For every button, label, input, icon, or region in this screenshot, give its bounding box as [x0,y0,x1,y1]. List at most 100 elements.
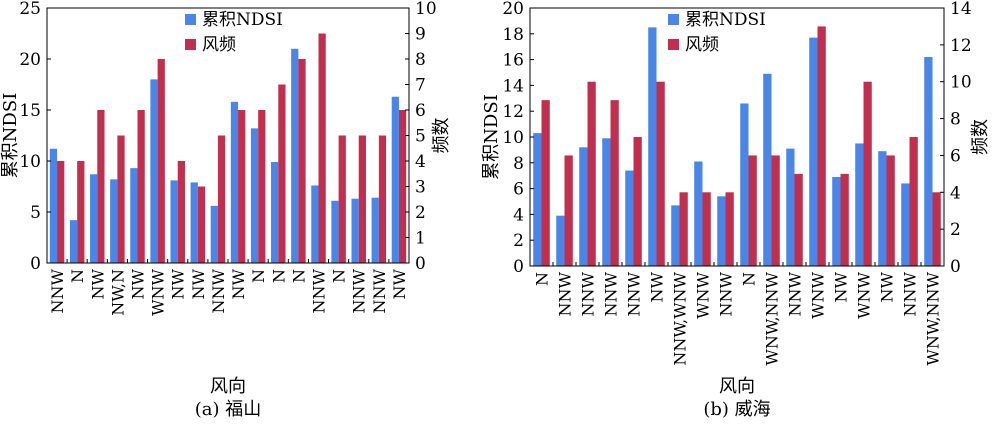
x-tick-label: NW [878,271,897,302]
legend-label: 累积NDSI [202,10,283,30]
bar-frequency [610,100,619,266]
bar-ndsi [271,162,279,263]
x-tick-label: WNW,NNW [763,271,782,365]
bar-frequency [587,81,596,267]
bar-frequency [57,161,65,263]
x-tick-label: NNW [370,268,389,313]
x-tick-label: NNW [625,271,644,316]
bar-ndsi [250,128,259,263]
x-tick-label: NW [169,268,188,299]
bar-frequency [177,161,185,263]
x-axis-title: 风向 [719,376,755,397]
x-tick-label: NW [648,271,667,302]
bar-ndsi [763,73,772,266]
x-tick-label: N [740,272,759,286]
bar-frequency [217,135,226,263]
y2-tick-label: 9 [415,25,426,45]
bar-frequency [77,161,85,263]
bar-ndsi [878,151,887,266]
x-tick-label: WNW [149,268,168,315]
bar-frequency [932,192,941,266]
bar-frequency [771,155,780,266]
x-tick-label: WNW,NNW [924,271,943,365]
x-tick-label: N [68,269,87,283]
x-tick-label: NNW [579,271,598,316]
x-tick-label: N [289,269,308,283]
y2-tick-label: 2 [950,220,961,240]
y-tick-label: 0 [30,254,41,274]
x-tick-label: N [533,272,552,286]
x-tick-label: NNW [48,268,67,313]
x-tick-label: NW [390,268,409,299]
bar-frequency [298,59,306,263]
y-tick-label: 14 [502,76,524,96]
y2-tick-label: 8 [415,50,426,70]
bar-frequency [358,135,366,263]
bar-ndsi [694,161,703,266]
y-tick-label: 0 [513,257,524,277]
y-tick-label: 18 [502,25,524,45]
bar-ndsi [556,215,565,266]
y-tick-label: 25 [19,0,41,19]
bar-ndsi [69,220,78,263]
y-tick-label: 2 [513,231,524,251]
y2-tick-label: 14 [950,0,972,19]
x-tick-label: WNW [809,271,828,318]
y2-tick-label: 7 [415,76,426,96]
bar-frequency [748,155,757,266]
bar-frequency [238,110,246,263]
x-tick-label: NNW [602,271,621,316]
y2-tick-label: 0 [950,257,961,277]
y2-tick-label: 8 [950,110,961,130]
y2-tick-label: 4 [415,152,426,172]
bar-frequency [909,137,918,266]
bar-frequency [633,137,642,266]
bar-frequency [817,26,826,267]
legend-label: 风频 [202,35,236,55]
bar-ndsi [170,180,178,263]
bar-ndsi [602,138,611,266]
y-tick-label: 10 [19,152,41,172]
x-tick-label: N [249,269,268,283]
legend-label: 累积NDSI [685,10,766,30]
y2-tick-label: 1 [415,229,426,249]
y-axis-title: 累积NDSI [0,93,21,179]
bar-frequency [840,173,849,266]
bar-frequency [725,192,734,266]
x-tick-label: NNW [717,271,736,316]
bar-frequency [679,192,688,266]
bar-ndsi [331,200,339,263]
bar-ndsi [671,205,680,266]
bar-ndsi [311,185,319,263]
bar-frequency [258,110,266,263]
y2-tick-label: 0 [415,254,426,274]
y-tick-label: 10 [502,128,524,148]
bar-ndsi [90,174,98,263]
x-tick-label: NW [129,268,148,299]
y2-tick-label: 3 [415,178,426,198]
y2-tick-label: 6 [415,101,426,121]
x-tick-label: WNW [855,271,874,318]
bar-frequency [117,135,125,263]
x-tick-label: NW [189,268,208,299]
bar-ndsi [901,183,910,266]
y-tick-label: 6 [513,180,524,200]
bar-ndsi [625,170,634,266]
x-tick-label: NW [229,268,248,299]
bar-frequency [794,173,803,266]
bar-frequency [157,59,165,263]
bar-ndsi [855,143,864,266]
bar-frequency [338,135,346,263]
x-tick-label: NW [88,268,107,299]
y-tick-label: 20 [19,50,41,70]
bar-ndsi [291,48,299,263]
x-tick-label: NNW [556,271,575,316]
bar-ndsi [110,179,118,263]
bar-ndsi [924,57,933,266]
legend-label: 风频 [685,35,719,55]
panel-caption: (a) 福山 [195,399,262,420]
x-tick-label: WNW [694,271,713,318]
bar-ndsi [130,168,138,263]
